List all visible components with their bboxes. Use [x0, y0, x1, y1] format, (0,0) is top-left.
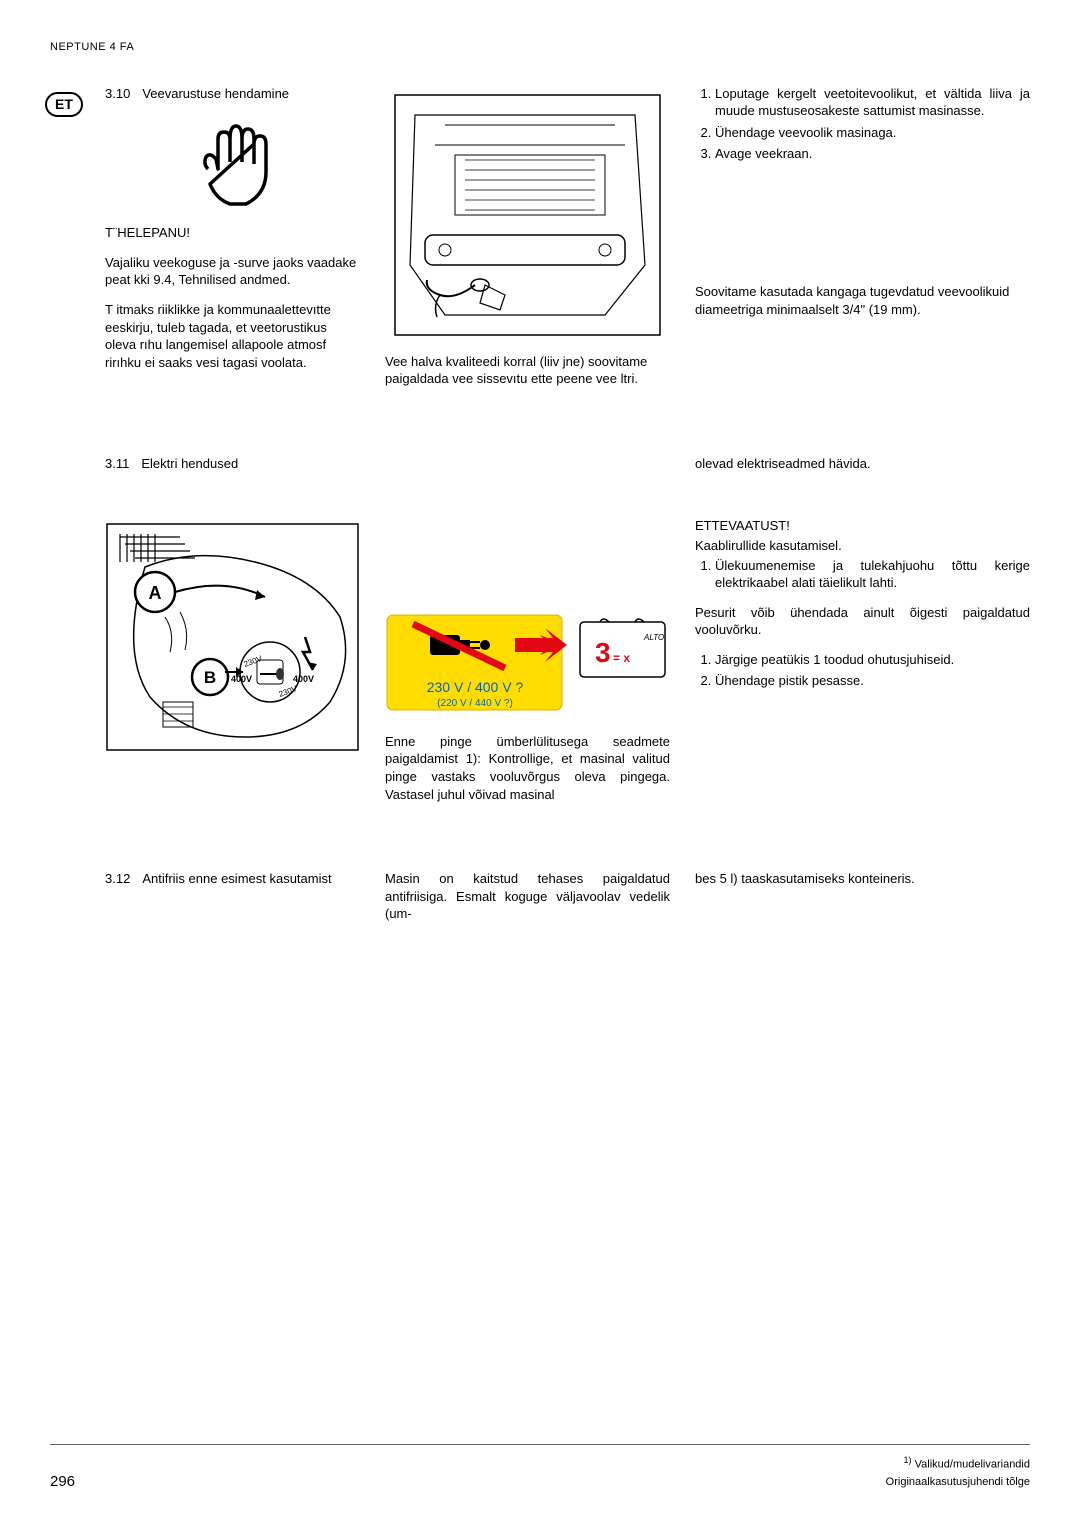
svg-text:B: B: [204, 668, 216, 687]
hand-icon: [188, 114, 278, 214]
page-number: 296: [50, 1472, 75, 1492]
text-block: olevad elektriseadmed hävida.: [695, 455, 1030, 473]
doc-header: NEPTUNE 4 FA: [50, 40, 1030, 55]
list-item: Ühendage pistik pesasse.: [715, 672, 1030, 690]
text-block: Masin on kaitstud tehases paigaldatud an…: [385, 870, 670, 923]
illustration-caption: Enne pinge ümberlülitusega seadmete paig…: [385, 733, 670, 803]
text-block: bes 5 l) taaskasutamiseks konteineris.: [695, 870, 1030, 888]
text-block: Soovitame kasutada kangaga tugevdatud ve…: [695, 283, 1030, 318]
section-number: 3.10: [105, 85, 130, 103]
list: Järgige peatükis 1 toodud ohutusjuhiseid…: [695, 651, 1030, 690]
section-title: Elektri hendused: [141, 455, 238, 473]
footnote-text: Valikud/mudelivariandid: [915, 1459, 1030, 1471]
svg-text:A: A: [149, 583, 162, 603]
text-block: Kaablirullide kasutamisel.: [695, 537, 1030, 555]
text-block: Vajaliku veekoguse ja -surve jaoks vaada…: [105, 254, 360, 289]
caution-label: ETTEVAATUST!: [695, 517, 1030, 535]
section-title: Veevarustuse hendamine: [142, 85, 289, 103]
section-number: 3.11: [105, 455, 129, 473]
svg-text:230 V / 400 V ?: 230 V / 400 V ?: [427, 679, 524, 695]
water-connection-illustration: [385, 85, 670, 345]
section-number: 3.12: [105, 870, 130, 888]
footnote-marker: 1): [904, 1455, 912, 1465]
list-item: Ülekuumenemise ja tulekahjuohu tõttu ker…: [715, 557, 1030, 592]
svg-text:400V: 400V: [231, 674, 252, 684]
language-badge: ET: [45, 92, 83, 117]
section-title: Antifriis enne esimest kasutamist: [142, 870, 331, 888]
svg-text:(220 V / 440 V ?): (220 V / 440 V ?): [437, 698, 513, 709]
section-3-10: 3.10 Veevarustuse hendamine T¨HELEPANU! …: [105, 85, 1030, 400]
section-3-12: 3.12 Antifriis enne esimest kasutamist M…: [105, 870, 1030, 935]
page-footer: 296 1) Valikud/mudelivariandid Originaal…: [50, 1444, 1030, 1492]
list-item: Järgige peatükis 1 toodud ohutusjuhiseid…: [715, 651, 1030, 669]
list-item: Ühendage veevoolik masinaga.: [715, 124, 1030, 142]
text-block: Pesurit võib ühendada ainult õigesti pai…: [695, 604, 1030, 639]
illustration-caption: Vee halva kvaliteedi korral (liiv jne) s…: [385, 353, 670, 388]
list: Ülekuumenemise ja tulekahjuohu tõttu ker…: [695, 557, 1030, 592]
list-item: Loputage kergelt veetoitevoolikut, et vä…: [715, 85, 1030, 120]
svg-text:400V: 400V: [293, 674, 314, 684]
text-block: T itmaks riiklikke ja kommunaalettevıtte…: [105, 301, 360, 371]
list-item: Avage veekraan.: [715, 145, 1030, 163]
attention-label: T¨HELEPANU!: [105, 224, 360, 242]
voltage-warning-illustration: 230 V / 400 V ? (220 V / 440 V ?) ALTO 3…: [385, 610, 670, 725]
section-3-11: 3.11 Elektri hendused A 230V 230V 400V 4…: [105, 455, 1030, 815]
footer-text: Originaalkasutusjuhendi tõlge: [886, 1474, 1030, 1492]
steps-list: Loputage kergelt veetoitevoolikut, et vä…: [695, 85, 1030, 163]
svg-text:= x: = x: [613, 651, 630, 665]
svg-text:ALTO: ALTO: [643, 633, 664, 642]
svg-text:3: 3: [595, 637, 611, 668]
voltage-switch-illustration: A 230V 230V 400V 400V B: [105, 522, 360, 752]
